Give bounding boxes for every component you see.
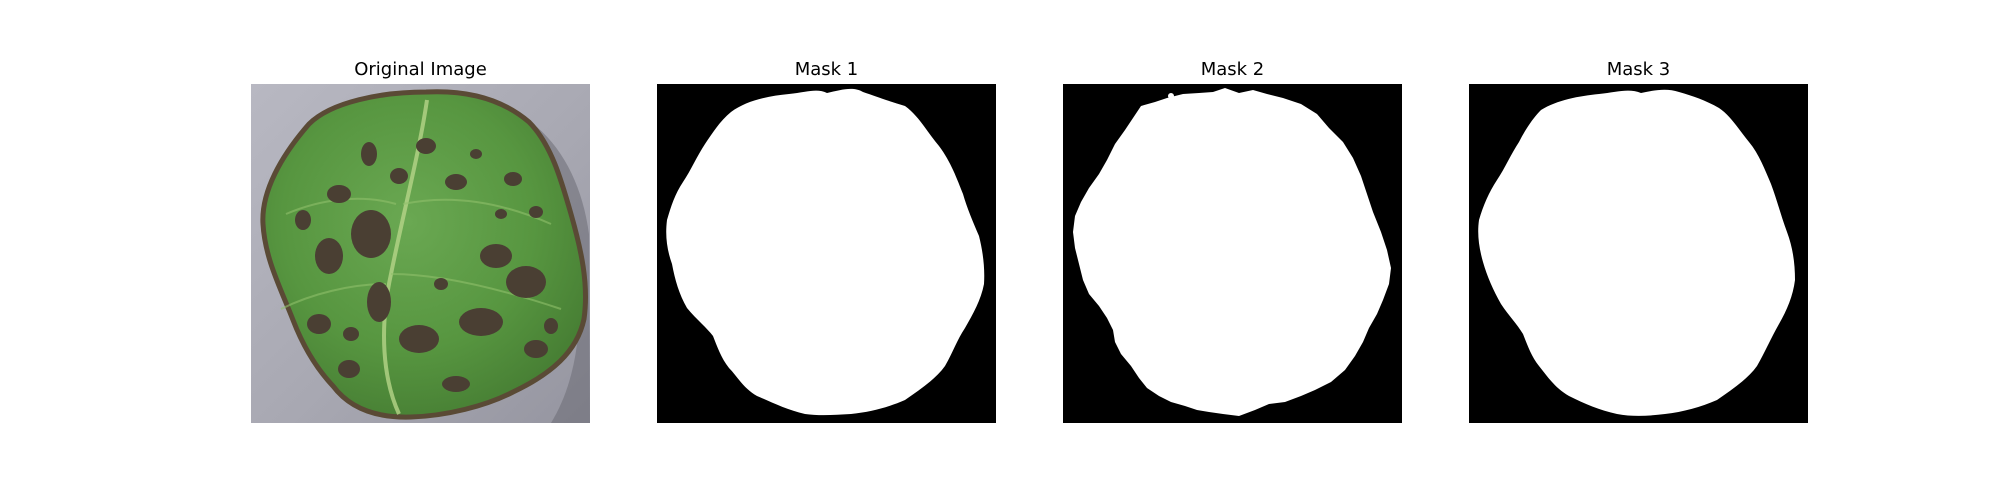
mask-2-panel: Mask 2 [1063,58,1402,423]
original-image [251,84,590,423]
mask-speck [1168,93,1174,99]
original-image-title: Original Image [251,58,590,82]
mask-1-image [657,84,996,423]
mask-3-panel: Mask 3 [1469,58,1808,423]
mask-1-panel: Mask 1 [657,58,996,423]
mask-speck [1121,350,1126,355]
mask-3-title: Mask 3 [1469,58,1808,82]
mask-2-title: Mask 2 [1063,58,1402,82]
mask-1-title: Mask 1 [657,58,996,82]
mask-3-image [1469,84,1808,423]
original-image-panel: Original Image [251,58,590,423]
mask-2-image [1063,84,1402,423]
